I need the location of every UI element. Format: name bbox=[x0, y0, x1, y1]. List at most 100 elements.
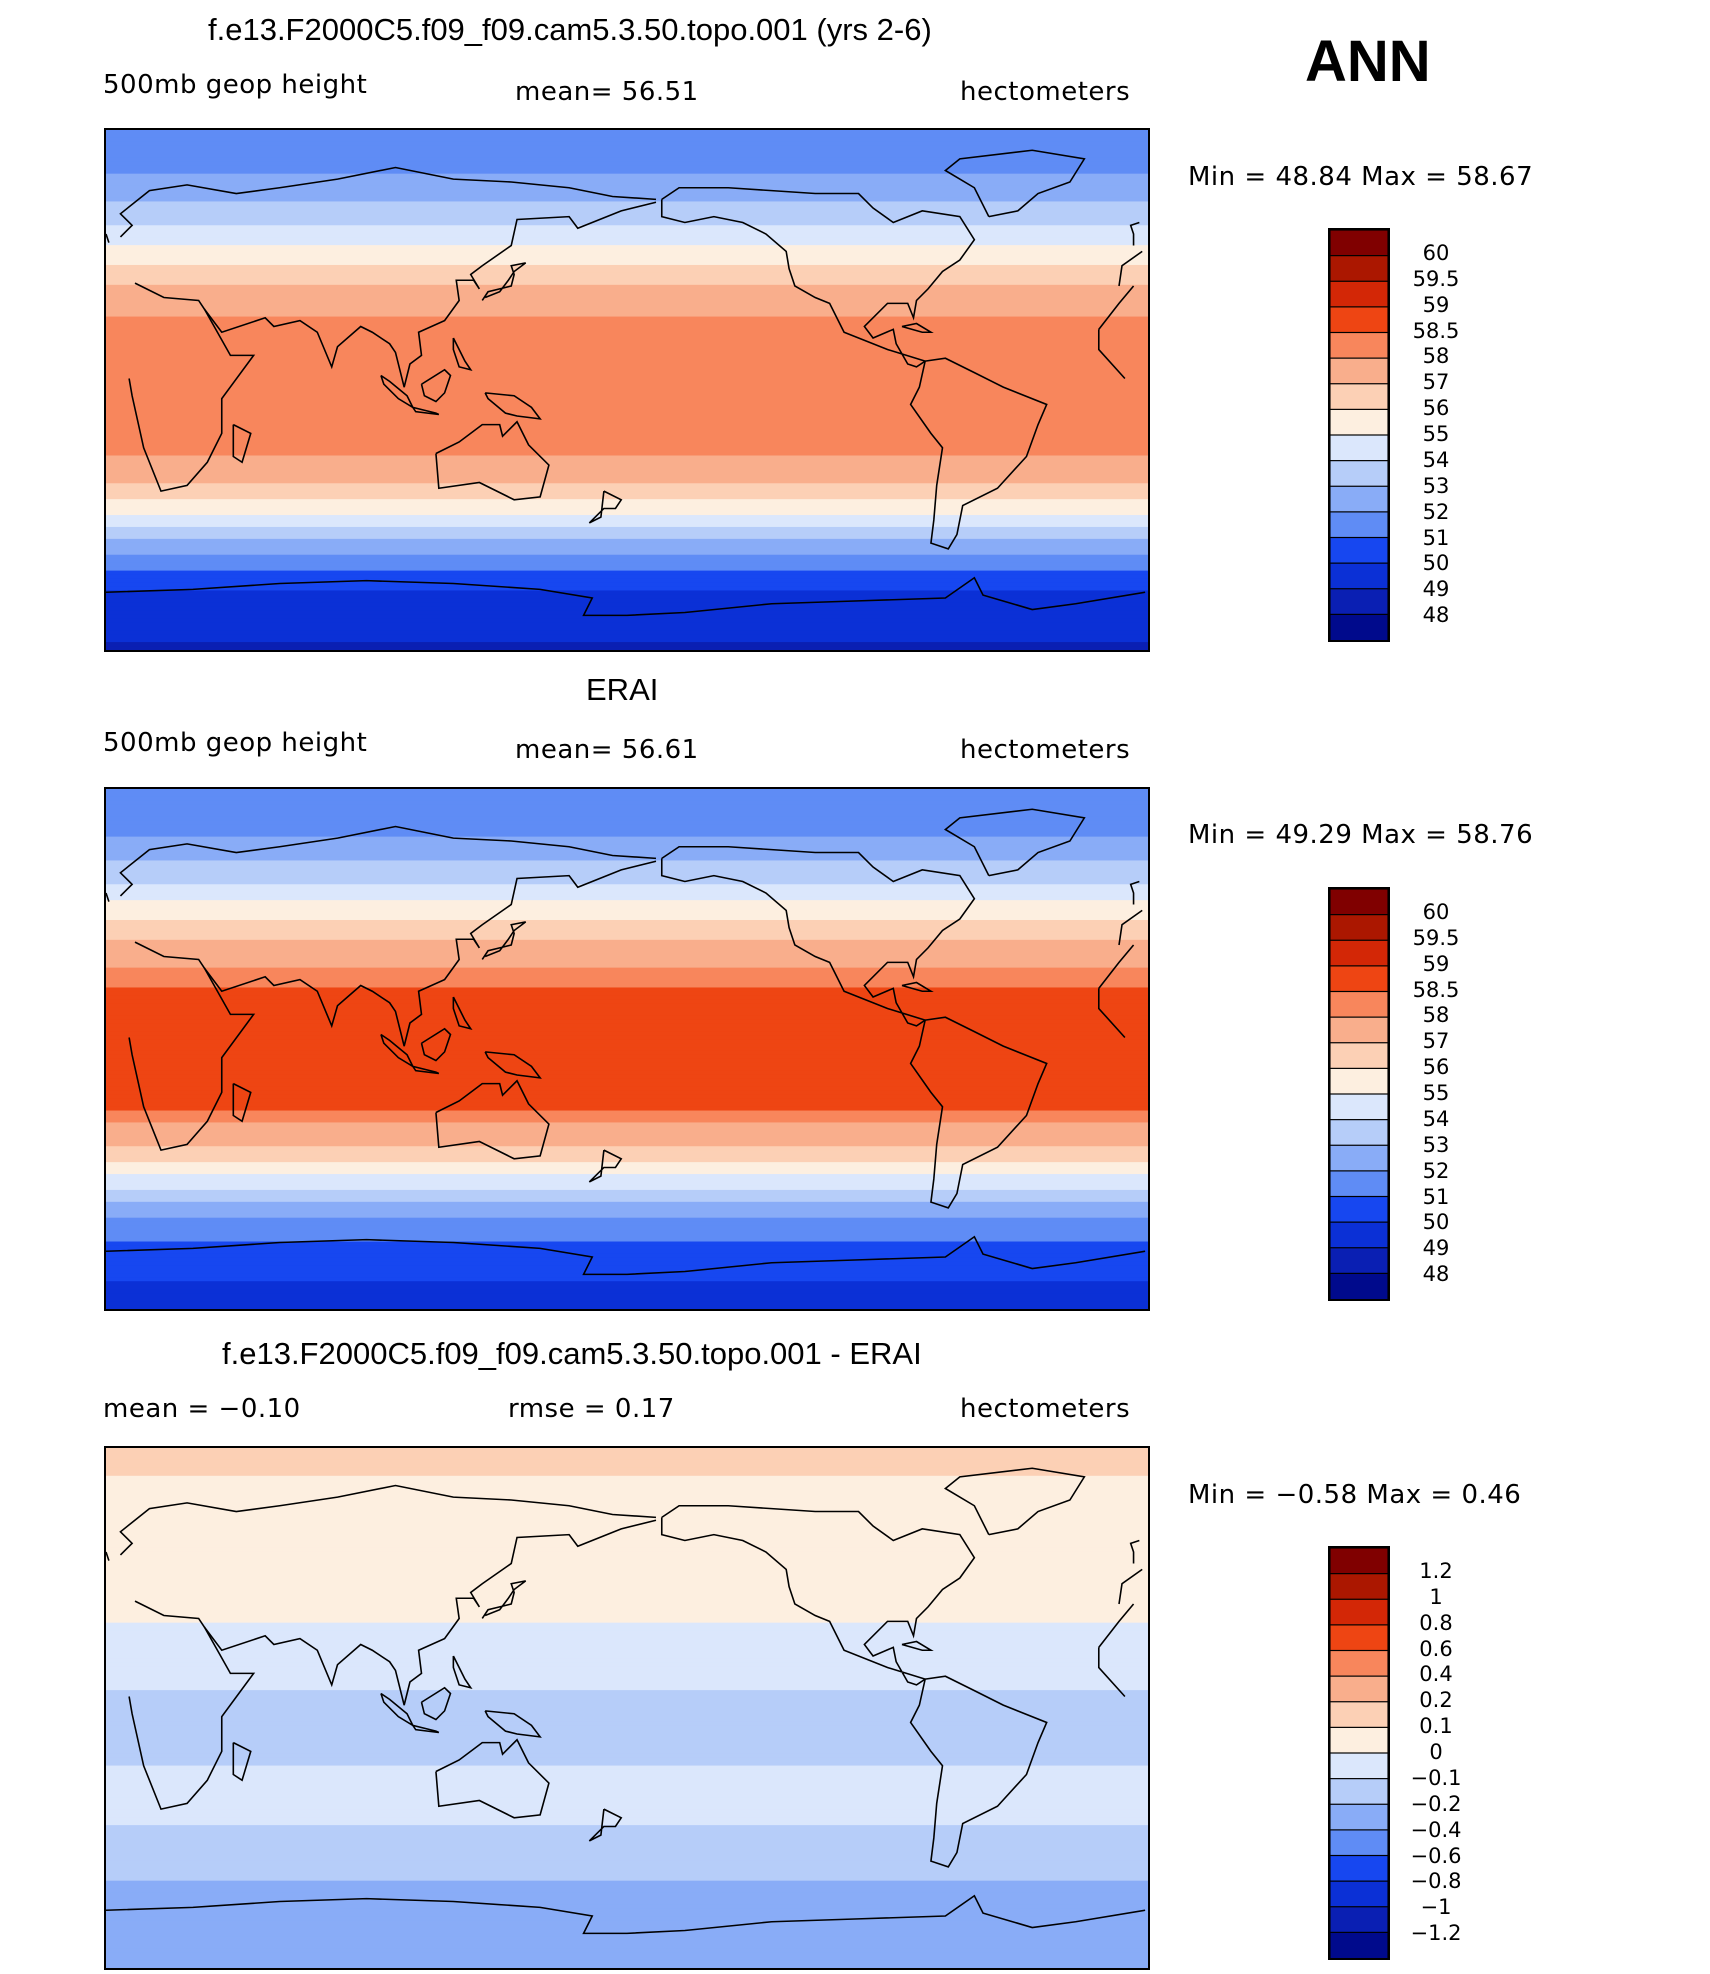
field-band bbox=[106, 1015, 1148, 1020]
field-band bbox=[106, 1555, 1148, 1560]
field-band bbox=[106, 447, 1148, 453]
field-band bbox=[106, 1495, 1148, 1501]
colorbar-box bbox=[1330, 990, 1388, 1019]
field-band bbox=[106, 130, 1148, 135]
field-band bbox=[106, 1948, 1148, 1953]
colorbar-box bbox=[1330, 1119, 1388, 1147]
field-band bbox=[106, 1856, 1148, 1862]
coastline bbox=[412, 1724, 440, 1734]
field-band bbox=[106, 1507, 1148, 1513]
field-band bbox=[106, 1642, 1148, 1647]
field-band bbox=[106, 943, 1148, 949]
colorbar-box bbox=[1330, 511, 1388, 539]
field-band bbox=[106, 169, 1148, 175]
field-band bbox=[106, 959, 1148, 965]
coastline bbox=[660, 845, 976, 1027]
field-band bbox=[106, 209, 1148, 214]
field-band bbox=[106, 1626, 1148, 1632]
field-band bbox=[106, 407, 1148, 413]
field-band bbox=[106, 197, 1148, 202]
colorbar-tick-label: 53 bbox=[1422, 1132, 1450, 1157]
field-band bbox=[106, 249, 1148, 254]
panel-2-mean-label: mean= 56.61 bbox=[515, 735, 699, 765]
field-band bbox=[106, 1448, 1148, 1453]
coastline bbox=[452, 1655, 473, 1690]
field-band bbox=[106, 1876, 1148, 1882]
field-band bbox=[106, 1122, 1148, 1127]
colorbar-tick-label: 0 bbox=[1429, 1740, 1443, 1764]
colorbar-tick-label: 59.5 bbox=[1412, 266, 1460, 291]
field-band bbox=[106, 1090, 1148, 1096]
field-band bbox=[106, 562, 1148, 568]
colorbar-box bbox=[1330, 306, 1388, 334]
colorbar-box bbox=[1330, 230, 1388, 257]
coastline bbox=[128, 282, 1135, 493]
coastline bbox=[909, 1016, 1048, 1209]
field-band bbox=[106, 935, 1148, 941]
field-band bbox=[106, 1698, 1148, 1703]
field-band bbox=[106, 1130, 1148, 1135]
field-band bbox=[106, 1563, 1148, 1568]
field-band bbox=[106, 892, 1148, 897]
field-band bbox=[106, 507, 1148, 512]
field-band bbox=[106, 1932, 1148, 1937]
coastline bbox=[119, 166, 1143, 287]
field-band bbox=[106, 1952, 1148, 1957]
field-band bbox=[106, 1725, 1148, 1731]
field-band bbox=[106, 1487, 1148, 1493]
coastline bbox=[452, 337, 473, 372]
field-band bbox=[106, 1960, 1148, 1965]
field-band bbox=[106, 554, 1148, 560]
field-band bbox=[106, 300, 1148, 306]
field-band bbox=[106, 1928, 1148, 1933]
field-band bbox=[106, 411, 1148, 417]
panel-2-colorbar bbox=[1328, 887, 1390, 1301]
field-band bbox=[106, 812, 1148, 818]
field-band bbox=[106, 161, 1148, 167]
field-band bbox=[106, 1896, 1148, 1902]
field-band bbox=[106, 217, 1148, 222]
field-band bbox=[106, 1293, 1148, 1298]
field-band bbox=[106, 1706, 1148, 1711]
field-band bbox=[106, 1833, 1148, 1838]
colorbar-box bbox=[1330, 1272, 1388, 1299]
field-band bbox=[106, 308, 1148, 314]
colorbar-tick-label: 50 bbox=[1422, 551, 1450, 576]
field-band bbox=[106, 1463, 1148, 1469]
field-band bbox=[106, 880, 1148, 885]
field-band bbox=[106, 245, 1148, 250]
panel-2-map bbox=[104, 787, 1150, 1311]
coastline bbox=[588, 1149, 623, 1183]
field-band bbox=[106, 1547, 1148, 1552]
field-band bbox=[106, 844, 1148, 850]
field-band bbox=[106, 1209, 1148, 1215]
colorbar-box bbox=[1330, 1752, 1388, 1780]
coastline bbox=[435, 1738, 550, 1819]
field-band bbox=[106, 391, 1148, 397]
coastline bbox=[901, 322, 934, 334]
field-band bbox=[106, 1102, 1148, 1108]
field-band bbox=[106, 526, 1148, 532]
field-band bbox=[106, 1797, 1148, 1802]
field-band bbox=[106, 1614, 1148, 1620]
field-band bbox=[106, 1011, 1148, 1016]
field-band bbox=[106, 546, 1148, 552]
field-band bbox=[106, 304, 1148, 310]
field-band bbox=[106, 1964, 1148, 1968]
field-band bbox=[106, 491, 1148, 496]
field-band bbox=[106, 1531, 1148, 1536]
field-band bbox=[106, 1118, 1148, 1123]
field-band bbox=[106, 979, 1148, 984]
field-band bbox=[106, 951, 1148, 957]
colorbar-box bbox=[1330, 1598, 1388, 1627]
field-band bbox=[106, 1737, 1148, 1743]
field-band bbox=[106, 237, 1148, 242]
field-band bbox=[106, 800, 1148, 806]
colorbar-box bbox=[1330, 1854, 1388, 1883]
field-band bbox=[106, 967, 1148, 973]
field-band bbox=[106, 864, 1148, 869]
colorbar-tick-label: 48 bbox=[1422, 603, 1450, 628]
field-band bbox=[106, 419, 1148, 425]
field-band bbox=[106, 1245, 1148, 1250]
field-band bbox=[106, 257, 1148, 262]
